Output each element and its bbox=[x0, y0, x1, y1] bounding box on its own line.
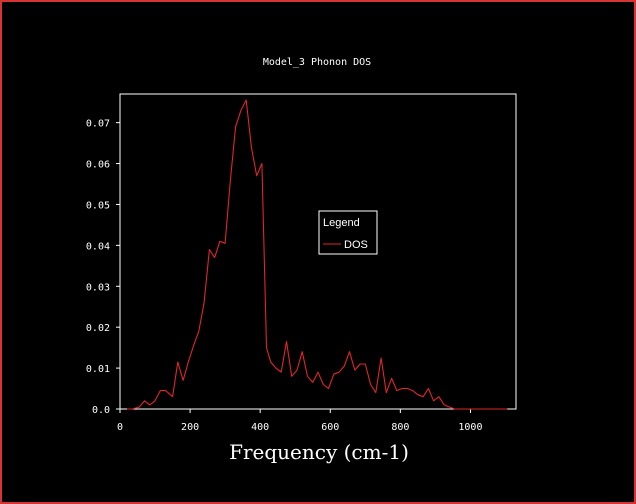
legend-entry-dos: DOS bbox=[344, 239, 368, 251]
x-tick-label: 600 bbox=[321, 422, 339, 433]
y-tick-label: 0.01 bbox=[86, 364, 110, 375]
x-axis-ticks: 0 200 400 600 800 1000 bbox=[117, 409, 482, 433]
chart-title: Model_3 Phonon DOS bbox=[263, 57, 371, 68]
x-axis-label: Frequency (cm-1) bbox=[229, 440, 409, 464]
x-tick-label: 400 bbox=[251, 422, 269, 433]
x-tick-label: 0 bbox=[117, 422, 123, 433]
y-tick-label: 0.03 bbox=[86, 282, 110, 293]
y-tick-label: 0.05 bbox=[86, 200, 110, 211]
legend-title: Legend bbox=[323, 217, 360, 229]
x-tick-label: 1000 bbox=[458, 422, 482, 433]
x-tick-label: 800 bbox=[391, 422, 409, 433]
legend-box bbox=[318, 210, 378, 255]
y-axis-ticks: 0.0 0.01 0.02 0.03 0.04 0.05 0.06 0.07 bbox=[86, 119, 120, 416]
x-tick-label: 200 bbox=[181, 422, 199, 433]
y-tick-label: 0.02 bbox=[86, 323, 110, 334]
y-tick-label: 0.06 bbox=[86, 160, 110, 171]
y-tick-label: 0.04 bbox=[86, 241, 110, 252]
y-tick-label: 0.0 bbox=[92, 405, 110, 416]
plot-frame bbox=[119, 93, 517, 410]
y-tick-label: 0.07 bbox=[86, 119, 110, 130]
legend: Legend DOS bbox=[318, 210, 378, 255]
series-line-dos bbox=[127, 99, 508, 410]
